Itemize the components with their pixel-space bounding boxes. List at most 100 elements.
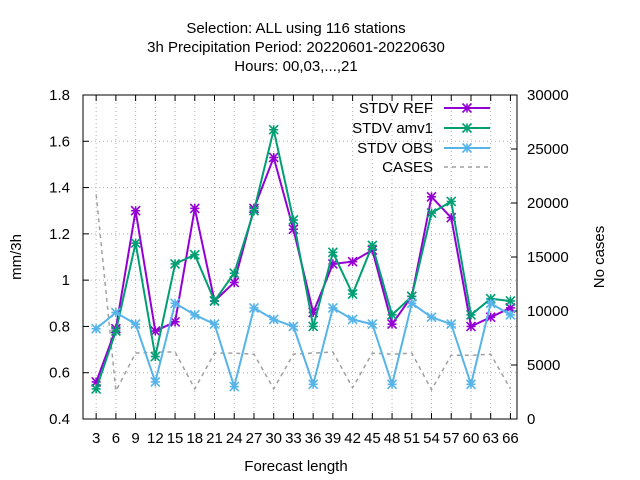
legend-label-stdv-ref: STDV REF xyxy=(359,100,433,117)
data-point xyxy=(229,381,240,392)
legend-label-stdv-obs: STDV OBS xyxy=(357,140,433,157)
data-point xyxy=(465,379,477,390)
x-tick-label: 63 xyxy=(482,430,499,447)
y2-tick-label: 25000 xyxy=(527,141,569,158)
x-tick-label: 48 xyxy=(384,430,401,447)
x-tick-label: 21 xyxy=(206,430,223,447)
title-line-3: Hours: 00,03,...,21 xyxy=(234,58,357,75)
title-line-1: Selection: ALL using 116 stations xyxy=(186,20,405,37)
series-line-cases xyxy=(95,194,512,394)
data-point xyxy=(347,288,358,300)
y-tick-label: 1.2 xyxy=(49,226,70,243)
x-tick-label: 30 xyxy=(265,430,282,447)
y2-tick-label: 0 xyxy=(527,411,535,428)
x-tick-label: 36 xyxy=(305,430,322,447)
series-layer xyxy=(91,124,516,394)
data-point xyxy=(110,307,121,318)
y2-axis-label: No cases xyxy=(591,226,608,289)
x-tick-label: 45 xyxy=(364,430,381,447)
data-point xyxy=(169,316,181,327)
x-tick-label: 51 xyxy=(403,430,420,447)
data-point xyxy=(288,214,299,226)
y-tick-label: 1.6 xyxy=(49,133,70,150)
data-point xyxy=(130,205,141,216)
y2-tick-label: 10000 xyxy=(527,303,569,320)
data-point xyxy=(130,319,141,330)
data-point xyxy=(426,207,437,219)
data-point xyxy=(327,247,338,258)
x-tick-label: 3 xyxy=(92,430,100,447)
data-point xyxy=(268,314,279,325)
legend: STDV REF STDV amv1 STDV OBS CASES xyxy=(352,100,490,176)
data-point xyxy=(189,309,200,320)
y2-tick-label: 30000 xyxy=(527,87,569,104)
y-tick-label: 1 xyxy=(62,272,70,289)
data-point xyxy=(386,319,398,330)
legend-label-stdv-amv1: STDV amv1 xyxy=(352,120,433,137)
y2-tick-label: 20000 xyxy=(527,195,569,212)
data-point xyxy=(169,258,181,270)
data-point xyxy=(150,325,161,337)
series-line-stdv-obs xyxy=(95,301,511,391)
chart-title: Selection: ALL using 116 stations 3h Pre… xyxy=(147,20,445,75)
data-point xyxy=(461,142,473,154)
x-tick-label: 18 xyxy=(186,430,203,447)
y-tick-label: 0.6 xyxy=(49,365,70,382)
data-point xyxy=(465,321,477,332)
y2-tick-label: 5000 xyxy=(527,357,560,374)
y-tick-label: 1.8 xyxy=(49,87,70,104)
data-point xyxy=(367,240,378,251)
x-tick-label: 60 xyxy=(463,430,480,447)
x-tick-label: 57 xyxy=(443,430,460,447)
data-point xyxy=(485,298,496,309)
data-point xyxy=(268,124,279,135)
data-point xyxy=(426,191,437,202)
data-point xyxy=(91,323,102,334)
plot-frame xyxy=(82,94,518,420)
data-point xyxy=(229,277,240,288)
series-line-stdv-amv1 xyxy=(95,129,511,390)
data-point xyxy=(288,321,299,332)
axes: 3 6 9 12 15 18 21 24 27 30 33 36 39 42 45 48 51 54 57 60 63 6… xyxy=(49,87,569,447)
data-point xyxy=(169,298,181,309)
data-point xyxy=(347,256,358,267)
data-point xyxy=(130,238,141,249)
data-point xyxy=(229,268,240,279)
data-point xyxy=(110,325,121,337)
data-point xyxy=(268,152,279,163)
x-tick-label: 54 xyxy=(423,430,440,447)
data-point xyxy=(189,249,200,260)
x-tick-label: 33 xyxy=(285,430,302,447)
data-point xyxy=(209,319,220,330)
data-point xyxy=(461,102,473,114)
x-tick-label: 24 xyxy=(226,430,243,447)
data-point xyxy=(367,319,378,330)
data-point xyxy=(461,122,473,134)
data-point xyxy=(465,309,477,320)
x-tick-label: 6 xyxy=(112,430,120,447)
y-axis-label: mm/3h xyxy=(8,234,25,280)
data-point xyxy=(209,295,220,307)
title-line-2: 3h Precipitation Period: 20220601-202206… xyxy=(147,39,445,56)
data-point xyxy=(406,298,417,309)
data-point xyxy=(426,312,437,323)
data-point xyxy=(327,302,338,313)
data-point xyxy=(91,383,102,394)
data-point xyxy=(150,376,161,388)
x-tick-label: 9 xyxy=(131,430,139,447)
x-tick-label: 15 xyxy=(167,430,184,447)
x-tick-label: 66 xyxy=(502,430,519,447)
x-tick-label: 12 xyxy=(147,430,164,447)
data-point xyxy=(308,321,319,332)
x-axis-label: Forecast length xyxy=(244,458,347,475)
data-point xyxy=(347,314,358,325)
data-point xyxy=(446,196,457,207)
x-tick-label: 39 xyxy=(325,430,342,447)
data-point xyxy=(248,302,260,313)
data-point xyxy=(386,379,398,390)
x-tick-label: 27 xyxy=(246,430,263,447)
data-point xyxy=(386,309,398,320)
data-point xyxy=(150,351,161,362)
data-point xyxy=(505,309,516,320)
